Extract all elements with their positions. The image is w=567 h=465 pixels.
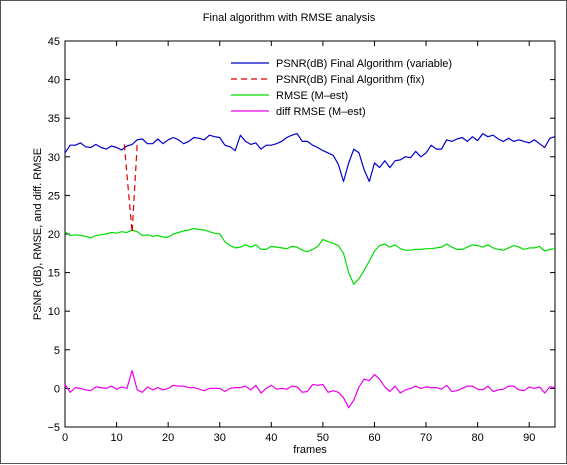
x-tick-label: 20 [162, 432, 174, 444]
y-tick-label: 35 [48, 113, 60, 125]
y-tick-label: −5 [47, 422, 60, 434]
y-tick-label: 40 [48, 75, 60, 87]
x-tick-label: 60 [368, 432, 380, 444]
series-line-3 [64, 228, 556, 285]
y-tick-label: 0 [54, 383, 60, 395]
x-tick-label: 30 [214, 432, 226, 444]
legend-label: RMSE (M–est) [276, 90, 348, 102]
y-tick-label: 5 [54, 345, 60, 357]
x-tick-label: 80 [472, 432, 484, 444]
y-tick-label: 45 [48, 36, 60, 48]
series-layer [64, 133, 556, 409]
legend-label: PSNR(dB) Final Algorithm (fix) [276, 74, 425, 86]
y-tick-label: 10 [48, 306, 60, 318]
x-tick-label: 70 [420, 432, 432, 444]
x-tick-label: 0 [62, 432, 68, 444]
x-tick-label: 40 [265, 432, 277, 444]
x-tick-label: 90 [523, 432, 535, 444]
y-axis-label: PSNR (dB), RMSE, and diff. RMSE [32, 148, 44, 320]
x-tick-label: 10 [110, 432, 122, 444]
y-tick-label: 25 [48, 190, 60, 202]
y-tick-label: 15 [48, 268, 60, 280]
legend-label: PSNR(dB) Final Algorithm (variable) [276, 58, 452, 70]
legend: PSNR(dB) Final Algorithm (variable) PSNR(… [231, 58, 452, 118]
y-tick-label: 30 [48, 152, 60, 164]
y-tick-label: 20 [48, 229, 60, 241]
x-axis: 0 10 20 30 40 50 60 70 80 90 [62, 41, 535, 444]
chart-title: Final algorithm with RMSE analysis [203, 12, 376, 24]
y-axis: −5 0 5 10 15 20 25 30 35 40 45 [47, 36, 555, 434]
legend-label: diff RMSE (M–est) [276, 106, 366, 118]
series-line-4 [64, 370, 556, 409]
x-axis-label: frames [293, 444, 327, 456]
series-line-1 [64, 133, 556, 183]
x-tick-label: 50 [317, 432, 329, 444]
plot-area [64, 40, 556, 428]
